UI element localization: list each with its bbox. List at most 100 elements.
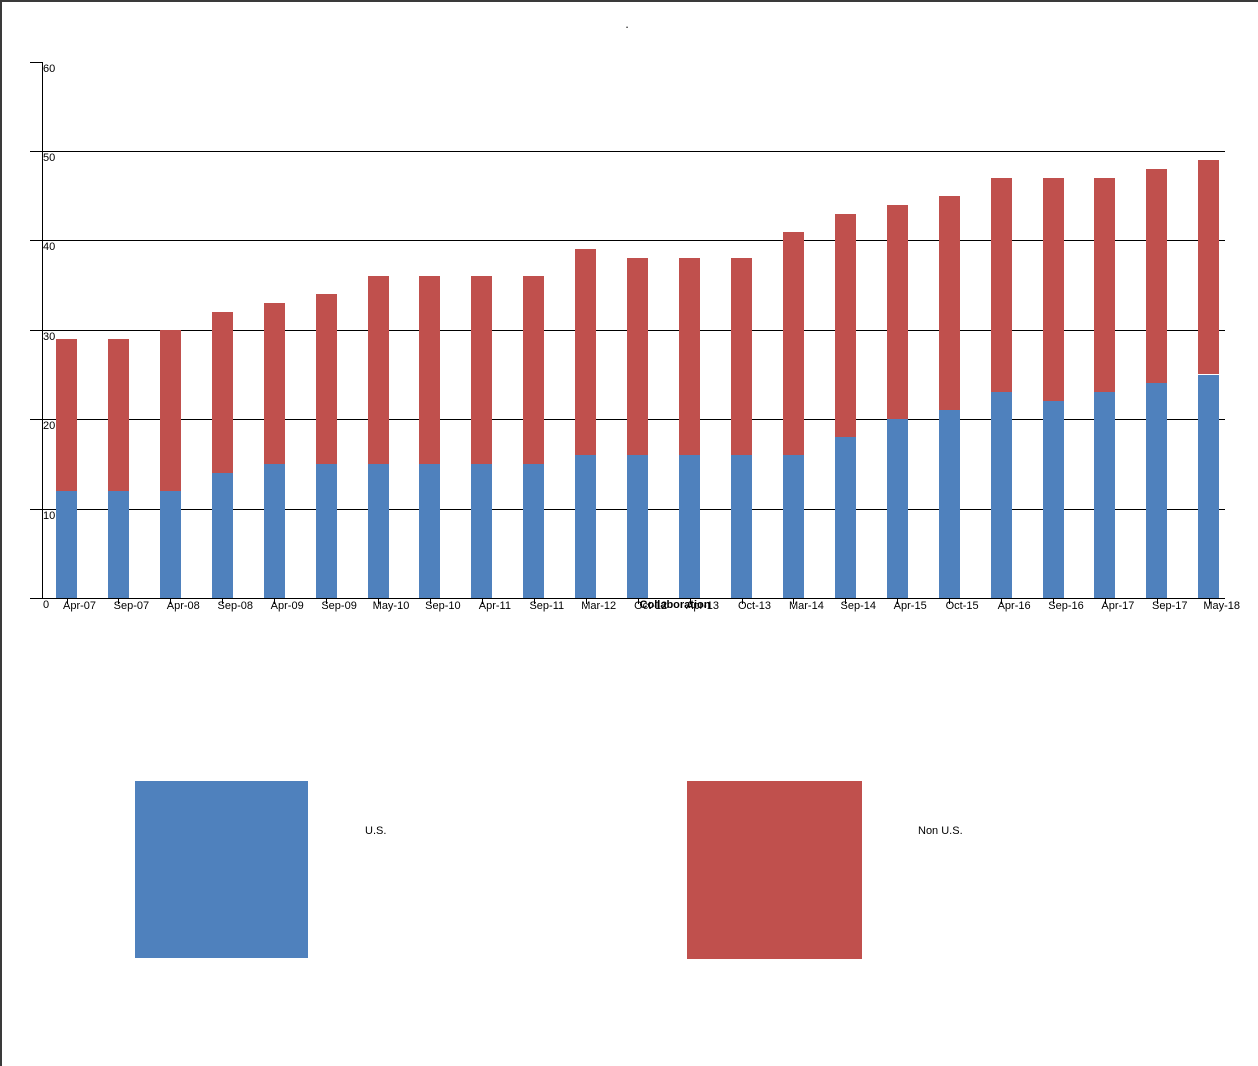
- x-tick-label-Sep-11: Sep-11: [529, 600, 565, 612]
- y-tick-label-60: 60: [43, 63, 56, 75]
- x-tick-label-Apr-17: Apr-17: [1101, 600, 1135, 612]
- x-tick-May-18: [1208, 598, 1210, 604]
- bar-segment-us-Sep-10: [419, 463, 441, 598]
- x-tick-Sep-17: [1156, 598, 1158, 604]
- x-tick-label-Sep-08: Sep-08: [217, 600, 254, 612]
- bar-segment-us-Sep-11: [523, 463, 545, 598]
- bar-segment-us-Sep-09: [315, 463, 337, 598]
- bar-segment-us-Apr-17: [1094, 392, 1116, 598]
- bar-segment-us-May-18: [1198, 374, 1220, 598]
- bar-segment-us-Sep-17: [1146, 383, 1168, 598]
- bar-segment-nonus-Mar-12: [575, 249, 597, 455]
- y-tick-0: [30, 598, 42, 599]
- bar-segment-nonus-Sep-14: [834, 213, 856, 438]
- bar-segment-us-May-10: [367, 463, 389, 598]
- bar-segment-us-Mar-14: [782, 455, 804, 598]
- x-tick-Sep-16: [1053, 598, 1054, 604]
- bar-segment-us-Apr-16: [990, 392, 1012, 598]
- bar-segment-nonus-Apr-07: [56, 338, 77, 491]
- bar-segment-nonus-Sep-10: [419, 276, 441, 464]
- bar-segment-us-Apr-08: [159, 490, 181, 598]
- x-tick-Apr-16: [1001, 598, 1003, 604]
- x-tick-Sep-09: [326, 598, 328, 604]
- bar-segment-us-Sep-07: [107, 490, 129, 598]
- y-tick-label-0: 0: [43, 599, 50, 611]
- bar-segment-nonus-Apr-09: [263, 303, 285, 464]
- y-tick-30: [30, 330, 42, 331]
- bar-segment-nonus-Sep-08: [211, 311, 233, 473]
- x-tick-Oct-15: [949, 598, 951, 604]
- bar-segment-nonus-May-10: [367, 276, 389, 464]
- x-tick-label-Sep-09: Sep-09: [321, 600, 357, 612]
- bar-segment-nonus-Sep-09: [315, 294, 337, 464]
- bar-segment-us-Apr-07: [56, 490, 77, 598]
- x-tick-label-May-18: May-18: [1203, 600, 1241, 612]
- gridline-y50: [42, 151, 1225, 152]
- x-tick-Apr-17: [1104, 598, 1106, 604]
- bar-segment-us-Apr-15: [886, 419, 908, 598]
- x-tick-label-Apr-09: Apr-09: [270, 600, 304, 612]
- x-tick-Sep-11: [533, 598, 535, 604]
- x-tick-Apr-11: [481, 598, 483, 604]
- x-tick-Sep-14: [845, 598, 847, 604]
- bar-segment-us-Oct-13: [731, 455, 752, 598]
- x-tick-label-Sep-14: Sep-14: [840, 600, 877, 612]
- y-tick-10: [30, 509, 42, 510]
- y-axis-line: [42, 62, 43, 598]
- bar-segment-us-Apr-13: [679, 455, 700, 598]
- legend-swatch-nonus: [687, 781, 862, 959]
- bar-segment-us-Sep-08: [211, 472, 233, 598]
- bar-segment-nonus-Oct-12: [627, 258, 649, 455]
- y-tick-label-50: 50: [43, 152, 56, 164]
- bar-segment-nonus-Oct-13: [731, 258, 752, 455]
- x-tick-label-Sep-07: Sep-07: [113, 600, 150, 612]
- x-tick-label-Oct-15: Oct-15: [945, 600, 979, 612]
- x-tick-label-Oct-13: Oct-13: [737, 600, 771, 612]
- bar-segment-nonus-May-18: [1198, 159, 1220, 375]
- y-tick-label-10: 10: [43, 510, 56, 522]
- bar-segment-nonus-Apr-17: [1094, 177, 1116, 393]
- bar-segment-us-Oct-15: [938, 410, 960, 598]
- bar-segment-nonus-Apr-16: [990, 177, 1012, 393]
- x-axis-title: Collaboration: [639, 599, 711, 611]
- x-tick-label-Apr-07: Apr-07: [62, 600, 97, 612]
- x-tick-Mar-12: [585, 598, 587, 604]
- x-tick-label-Oct-12: Oct-12: [634, 600, 668, 612]
- y-tick-40: [30, 240, 42, 241]
- bar-segment-nonus-Mar-14: [782, 231, 804, 455]
- bar-segment-us-Sep-14: [834, 437, 856, 598]
- gridline-y40: [42, 240, 1225, 241]
- y-tick-label-30: 30: [43, 331, 56, 343]
- bar-segment-nonus-Sep-07: [107, 338, 129, 491]
- bar-segment-nonus-Apr-15: [886, 204, 908, 420]
- x-tick-label-Apr-13: Apr-13: [685, 600, 720, 612]
- bar-segment-nonus-Sep-17: [1146, 168, 1168, 384]
- y-tick-60: [30, 62, 42, 63]
- bar-segment-us-Mar-12: [575, 455, 597, 598]
- bar-segment-us-Apr-09: [263, 463, 285, 598]
- x-tick-Mar-14: [793, 598, 795, 604]
- y-tick-label-40: 40: [43, 241, 56, 253]
- x-tick-May-10: [378, 598, 379, 604]
- x-tick-label-Apr-11: Apr-11: [478, 600, 511, 612]
- legend-swatch-us: [135, 781, 308, 958]
- bar-segment-nonus-Apr-11: [471, 276, 493, 464]
- x-tick-label-Sep-17: Sep-17: [1152, 600, 1188, 612]
- x-tick-Sep-10: [429, 598, 431, 604]
- x-tick-Apr-13: [689, 598, 691, 604]
- bar-segment-nonus-Oct-15: [938, 195, 960, 411]
- legend-label-nonus: Non U.S.: [918, 825, 963, 837]
- x-tick-Oct-13: [741, 598, 743, 604]
- chart-title: .: [625, 16, 629, 31]
- x-tick-Apr-07: [66, 598, 68, 604]
- x-tick-label-Apr-16: Apr-16: [997, 600, 1031, 612]
- x-tick-Apr-08: [170, 598, 172, 604]
- legend-label-us: U.S.: [365, 825, 387, 837]
- bar-segment-nonus-Apr-13: [679, 258, 700, 455]
- bar-segment-nonus-Sep-11: [523, 276, 545, 464]
- x-tick-label-Sep-10: Sep-10: [425, 600, 461, 612]
- x-tick-label-Mar-12: Mar-12: [581, 600, 617, 612]
- bar-segment-us-Sep-16: [1042, 401, 1064, 598]
- x-tick-Apr-15: [897, 598, 899, 604]
- bar-segment-nonus-Sep-16: [1042, 177, 1064, 402]
